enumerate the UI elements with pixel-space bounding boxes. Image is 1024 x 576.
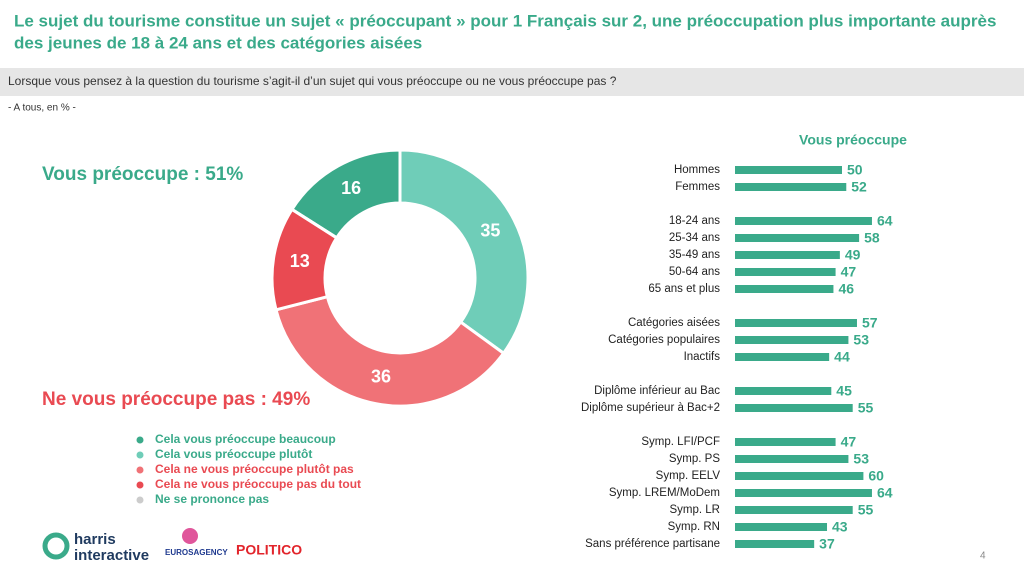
bar	[735, 489, 872, 497]
donut-segment	[274, 294, 506, 408]
question: Lorsque vous pensez à la question du tou…	[8, 74, 617, 88]
category-label: 35-49 ans	[669, 249, 720, 261]
data-label: 36	[371, 366, 391, 386]
logo-text: interactive	[74, 547, 149, 564]
bar	[735, 217, 872, 225]
data-label: 55	[858, 400, 874, 416]
logo-euros: EUROSAGENCY	[165, 548, 228, 557]
bar	[735, 472, 864, 480]
legend-label: Cela ne vous préoccupe pas du tout	[155, 477, 361, 491]
data-label: 45	[836, 383, 852, 399]
bar	[735, 506, 853, 514]
chart-title: Vous préoccupe	[799, 132, 907, 148]
title: Le sujet du tourisme constitue un sujet …	[14, 11, 996, 30]
data-label: 57	[862, 315, 878, 331]
bar	[735, 234, 860, 242]
logo-politico: POLITICO	[236, 542, 302, 558]
category-label: 50-64 ans	[669, 266, 720, 278]
category-label: Femmes	[675, 181, 720, 193]
bar	[735, 285, 834, 293]
donut-segment	[398, 148, 530, 356]
legend-label: Cela ne vous préoccupe plutôt pas	[155, 462, 354, 476]
data-label: 13	[290, 251, 310, 271]
category-label: Hommes	[674, 164, 720, 176]
category-label: Symp. RN	[668, 521, 720, 533]
base-note: - A tous, en % -	[8, 103, 76, 114]
legend-label: Ne se prononce pas	[155, 492, 269, 506]
data-label: 37	[819, 536, 835, 552]
donut-segment	[270, 207, 339, 312]
legend-swatch	[136, 451, 144, 459]
data-label: 52	[851, 179, 867, 195]
bar	[735, 183, 847, 191]
data-label: 16	[341, 178, 361, 198]
data-label: 53	[853, 332, 869, 348]
category-label: Symp. LREM/MoDem	[609, 487, 720, 499]
data-label: 53	[853, 451, 869, 467]
title: des jeunes de 18 à 24 ans et des catégor…	[14, 33, 422, 52]
logo-text: harris	[74, 531, 116, 548]
bar	[735, 319, 857, 327]
category-label: 18-24 ans	[669, 215, 720, 227]
summary-negative: Ne vous préoccupe pas : 49%	[42, 389, 310, 410]
legend-label: Cela vous préoccupe plutôt	[155, 447, 312, 461]
data-label: 46	[838, 281, 854, 297]
bar	[735, 540, 815, 548]
bar	[735, 455, 849, 463]
legend-swatch	[136, 466, 144, 474]
data-label: 43	[832, 519, 848, 535]
legend-swatch	[136, 481, 144, 489]
euros-icon	[182, 528, 198, 544]
category-label: Diplôme supérieur à Bac+2	[581, 402, 720, 414]
category-label: Diplôme inférieur au Bac	[594, 385, 720, 397]
category-label: Symp. PS	[669, 453, 720, 465]
category-label: Sans préférence partisane	[585, 538, 720, 550]
question-band	[0, 68, 1024, 96]
data-label: 35	[480, 221, 500, 241]
page-number: 4	[980, 551, 986, 562]
data-label: 64	[877, 213, 893, 229]
bar	[735, 166, 842, 174]
bar	[735, 268, 836, 276]
bar	[735, 336, 849, 344]
donut-segment	[291, 208, 338, 240]
bar	[735, 404, 853, 412]
data-label: 50	[847, 162, 863, 178]
bar	[735, 353, 830, 361]
data-label: 47	[841, 264, 857, 280]
category-label: Symp. LR	[670, 504, 721, 516]
data-label: 47	[841, 434, 857, 450]
data-label: 49	[845, 247, 861, 263]
bar	[735, 438, 836, 446]
data-label: 44	[834, 349, 850, 365]
data-label: 60	[868, 468, 884, 484]
legend-swatch	[136, 496, 144, 504]
summary-positive: Vous préoccupe : 51%	[42, 164, 243, 185]
logo-icon	[42, 532, 70, 560]
category-label: Symp. EELV	[656, 470, 721, 482]
data-label: 64	[877, 485, 893, 501]
data-label: 55	[858, 502, 874, 518]
legend-swatch	[136, 436, 144, 444]
category-label: 25-34 ans	[669, 232, 720, 244]
category-label: Catégories aisées	[628, 317, 720, 329]
harris-logo: harris interactive	[42, 531, 149, 564]
bar	[735, 387, 832, 395]
category-label: 65 ans et plus	[648, 283, 720, 295]
data-label: 58	[864, 230, 880, 246]
legend-label: Cela vous préoccupe beaucoup	[155, 432, 336, 446]
category-label: Inactifs	[684, 351, 721, 363]
bar	[735, 251, 840, 259]
bar	[735, 523, 828, 531]
category-label: Catégories populaires	[608, 334, 720, 346]
category-label: Symp. LFI/PCF	[641, 436, 720, 448]
